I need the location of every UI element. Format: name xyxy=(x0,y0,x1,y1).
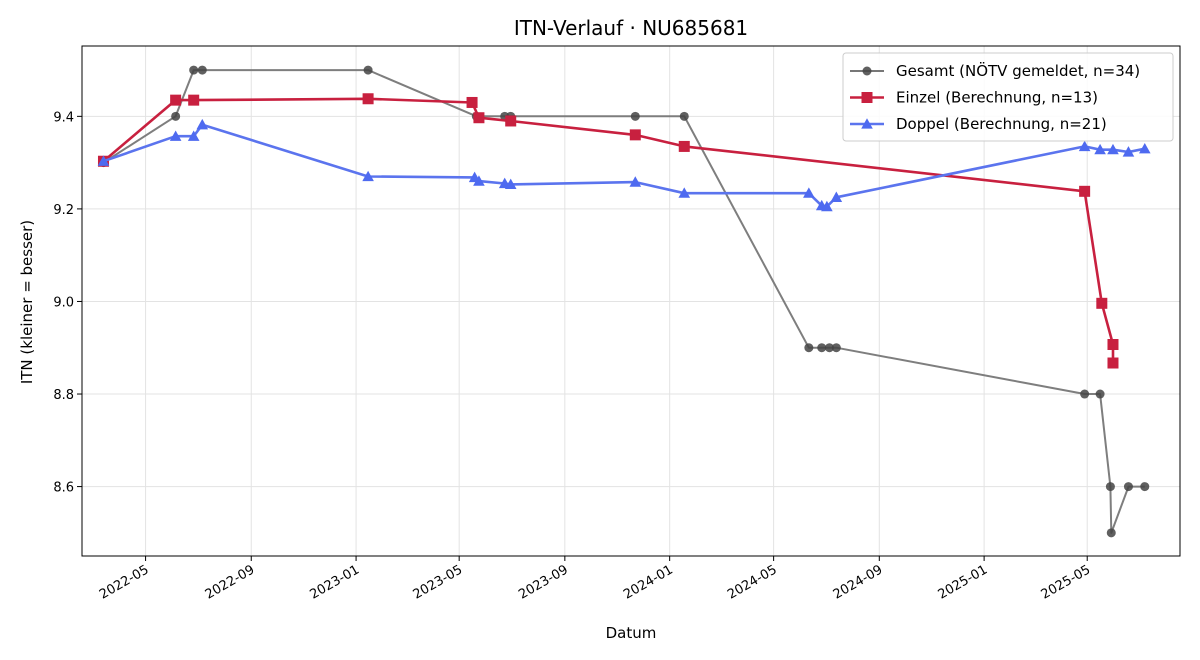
data-point-einzel xyxy=(1096,297,1108,309)
legend-items: Gesamt (NÖTV gemeldet, n=34) Einzel (Bere… xyxy=(850,61,1140,133)
series-layer xyxy=(97,65,1151,538)
data-point-doppel xyxy=(1094,143,1106,155)
data-point-doppel xyxy=(504,178,517,190)
y-tick-label: 9.4 xyxy=(53,110,74,125)
data-point-doppel xyxy=(830,191,843,202)
data-point-gesamt xyxy=(630,111,640,121)
legend-item-doppel: Doppel (Berechnung, n=21) xyxy=(850,115,1107,133)
data-point-doppel xyxy=(473,175,485,186)
data-point-gesamt xyxy=(679,111,689,121)
data-point-doppel xyxy=(678,187,691,198)
data-point-einzel xyxy=(1079,185,1091,197)
y-tick-label: 9.2 xyxy=(53,203,74,218)
data-point-doppel xyxy=(629,176,642,187)
data-point-doppel xyxy=(97,155,110,166)
data-point-doppel xyxy=(169,130,182,141)
data-point-gesamt xyxy=(197,65,207,75)
data-point-einzel xyxy=(362,93,374,105)
data-point-einzel xyxy=(170,94,182,106)
data-point-einzel xyxy=(1107,357,1119,369)
data-point-einzel xyxy=(188,94,200,106)
data-point-doppel xyxy=(196,118,209,130)
data-point-einzel xyxy=(629,129,641,141)
legend-item-gesamt: Gesamt (NÖTV gemeldet, n=34) xyxy=(850,61,1140,80)
data-point-doppel xyxy=(362,170,374,182)
chart-title: ITN-Verlauf · NU685681 xyxy=(514,16,748,40)
x-axis-title: Datum xyxy=(606,624,657,642)
data-point-gesamt xyxy=(817,343,827,353)
data-point-einzel xyxy=(1107,339,1119,351)
data-point-gesamt xyxy=(1123,482,1133,492)
data-point-gesamt xyxy=(189,65,199,75)
legend-label-gesamt: Gesamt (NÖTV gemeldet, n=34) xyxy=(896,61,1140,80)
y-tick-label: 9.0 xyxy=(53,295,74,310)
series-doppel xyxy=(97,118,1151,212)
data-point-gesamt xyxy=(824,343,834,353)
y-axis-title: ITN (kleiner = besser) xyxy=(18,220,36,384)
series-line-gesamt xyxy=(102,69,1145,534)
data-point-doppel xyxy=(1078,140,1091,152)
data-point-gesamt xyxy=(1095,389,1105,399)
data-point-gesamt xyxy=(831,343,841,353)
data-point-gesamt xyxy=(363,65,373,75)
legend: Gesamt (NÖTV gemeldet, n=34) Einzel (Bere… xyxy=(842,52,1174,142)
data-point-gesamt xyxy=(1080,389,1090,399)
series-gesamt xyxy=(98,65,1150,538)
data-point-gesamt xyxy=(1106,528,1116,538)
legend-label-einzel: Einzel (Berechnung, n=13) xyxy=(896,89,1098,107)
legend-marker-gesamt xyxy=(862,66,872,76)
data-point-doppel xyxy=(1107,143,1119,155)
y-tick-label: 8.6 xyxy=(53,481,74,496)
legend-box xyxy=(842,52,1174,142)
data-point-doppel xyxy=(803,187,815,198)
legend-marker-einzel xyxy=(861,92,873,103)
data-point-gesamt xyxy=(171,111,181,121)
y-tick-label: 8.8 xyxy=(53,388,74,403)
data-point-einzel xyxy=(473,112,485,124)
data-point-gesamt xyxy=(804,343,814,353)
data-point-gesamt xyxy=(1105,482,1115,492)
data-point-doppel xyxy=(1138,142,1151,154)
data-point-doppel xyxy=(187,130,200,141)
data-point-einzel xyxy=(466,96,478,108)
data-point-doppel xyxy=(821,200,833,212)
legend-label-doppel: Doppel (Berechnung, n=21) xyxy=(896,115,1107,133)
data-point-einzel xyxy=(505,115,517,127)
data-point-gesamt xyxy=(1140,482,1150,492)
data-point-einzel xyxy=(678,140,690,152)
data-point-doppel xyxy=(1122,146,1135,157)
legend-marker-doppel xyxy=(861,118,873,129)
legend-item-einzel: Einzel (Berechnung, n=13) xyxy=(850,89,1098,107)
